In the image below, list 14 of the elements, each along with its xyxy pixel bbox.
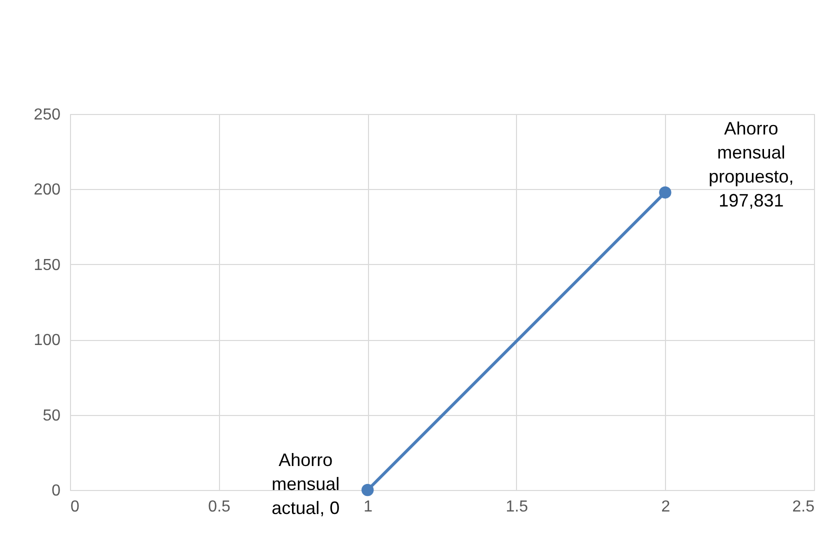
y-tick-label: 200 xyxy=(34,182,61,199)
x-tick-label: 2.5 xyxy=(792,498,815,516)
x-tick-label: 1.5 xyxy=(506,498,528,516)
x-tick-label: 1 xyxy=(364,498,373,516)
y-tick-label: 100 xyxy=(34,332,61,350)
x-tick-label: 0 xyxy=(70,498,80,516)
y-tick-label: 0 xyxy=(52,482,61,500)
x-tick-label: 2 xyxy=(661,498,670,516)
annotation: Ahorro mensual propuesto, 197,831 xyxy=(708,118,794,210)
y-tick-label: 150 xyxy=(34,256,61,274)
annotation: Ahorro mensual actual, 0 xyxy=(272,450,340,518)
y-tick-label: 250 xyxy=(34,106,61,124)
y-tick-label: 50 xyxy=(42,407,61,424)
x-tick-label: 0.5 xyxy=(208,498,231,516)
